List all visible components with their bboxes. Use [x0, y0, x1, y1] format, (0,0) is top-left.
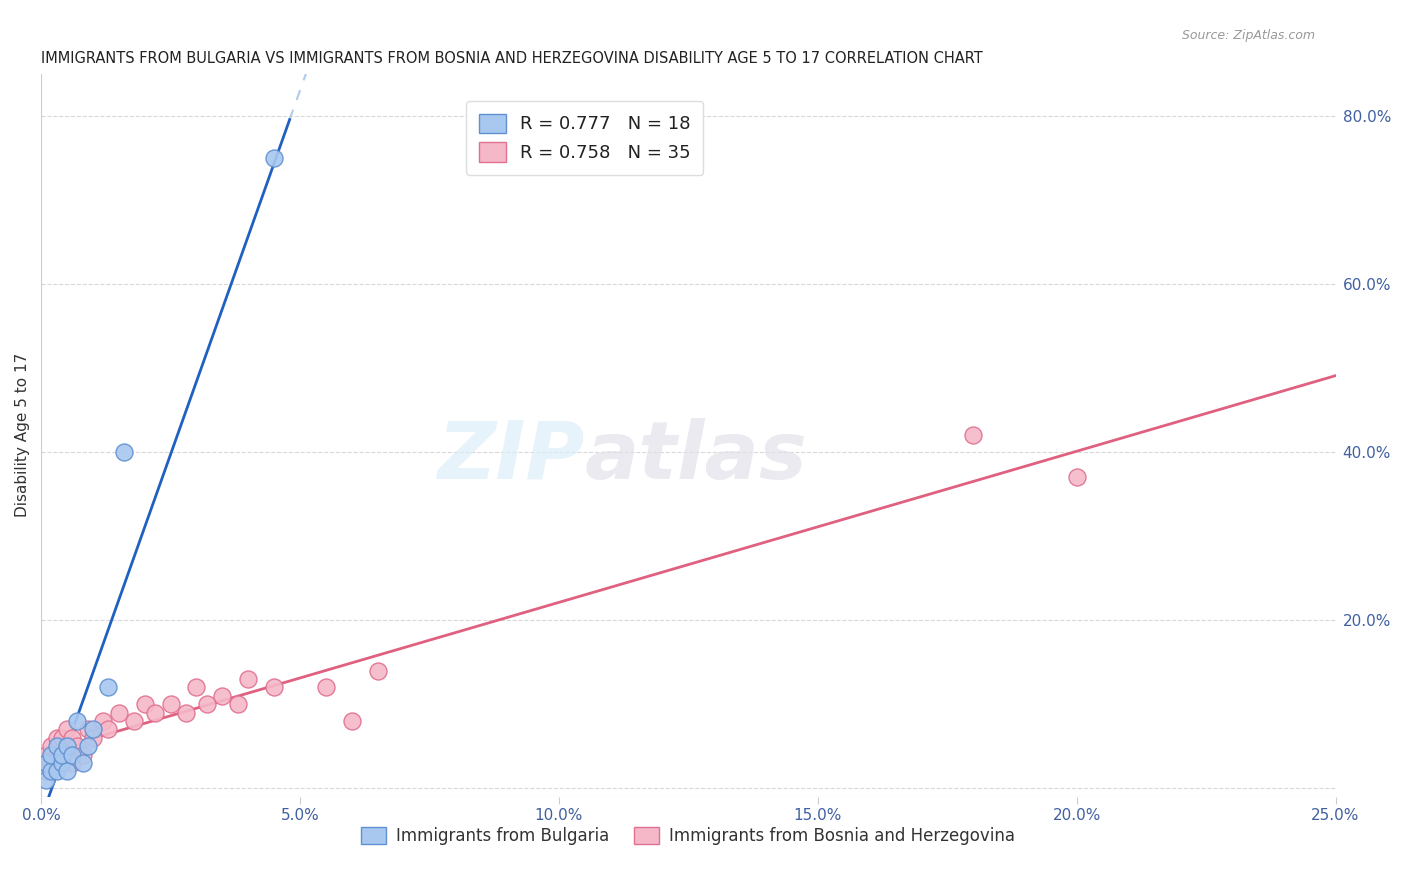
Text: atlas: atlas: [585, 418, 807, 496]
Point: [66, 714, 89, 728]
Legend: R = 0.777   N = 18, R = 0.758   N = 35: R = 0.777 N = 18, R = 0.758 N = 35: [465, 101, 703, 175]
Point: [124, 714, 146, 728]
Point: [82, 731, 104, 745]
Point: [195, 697, 218, 711]
Point: [72, 756, 94, 770]
Point: [41, 747, 63, 762]
Point: [186, 681, 208, 695]
Point: [51, 747, 73, 762]
Point: [97, 681, 120, 695]
Point: [211, 689, 233, 703]
Point: [72, 747, 94, 762]
Point: [45, 739, 67, 754]
Point: [41, 739, 63, 754]
Point: [56, 723, 79, 737]
Point: [226, 697, 249, 711]
Point: [143, 706, 166, 720]
Point: [60, 731, 83, 745]
Point: [315, 681, 337, 695]
Point: [107, 706, 129, 720]
Point: [367, 664, 389, 678]
Point: [60, 756, 83, 770]
Point: [56, 747, 79, 762]
Point: [51, 731, 73, 745]
Point: [45, 764, 67, 779]
Point: [35, 772, 58, 787]
Point: [82, 723, 104, 737]
Point: [962, 428, 984, 442]
Point: [238, 672, 260, 686]
Point: [45, 731, 67, 745]
Point: [35, 764, 58, 779]
Point: [45, 756, 67, 770]
Point: [35, 747, 58, 762]
Point: [340, 714, 363, 728]
Point: [76, 739, 98, 754]
Point: [56, 764, 79, 779]
Text: Source: ZipAtlas.com: Source: ZipAtlas.com: [1181, 29, 1315, 42]
Point: [91, 714, 114, 728]
Point: [174, 706, 197, 720]
Point: [1066, 470, 1088, 484]
Point: [35, 756, 58, 770]
Y-axis label: Disability Age 5 to 17: Disability Age 5 to 17: [15, 353, 30, 517]
Point: [66, 739, 89, 754]
Point: [51, 756, 73, 770]
Point: [97, 723, 120, 737]
Point: [134, 697, 156, 711]
Point: [56, 739, 79, 754]
Point: [112, 445, 135, 459]
Point: [76, 723, 98, 737]
Point: [60, 747, 83, 762]
Point: [263, 151, 285, 165]
Point: [159, 697, 181, 711]
Point: [41, 756, 63, 770]
Text: ZIP: ZIP: [437, 418, 585, 496]
Point: [41, 764, 63, 779]
Point: [263, 681, 285, 695]
Point: [51, 747, 73, 762]
Text: IMMIGRANTS FROM BULGARIA VS IMMIGRANTS FROM BOSNIA AND HERZEGOVINA DISABILITY AG: IMMIGRANTS FROM BULGARIA VS IMMIGRANTS F…: [41, 51, 983, 66]
